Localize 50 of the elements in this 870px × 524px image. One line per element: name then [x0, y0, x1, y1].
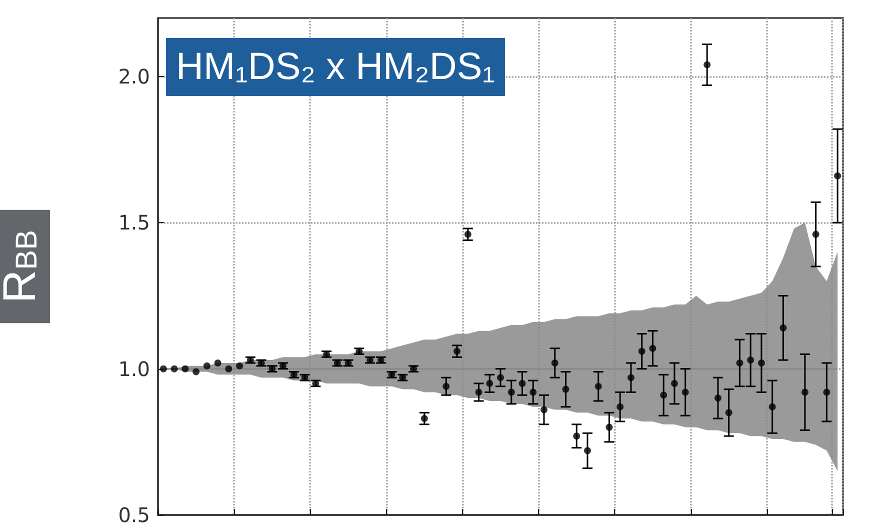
point [704, 61, 711, 68]
point [540, 406, 548, 414]
text: HM₁DS₂ x HM₂DS₁ [176, 46, 496, 88]
point [670, 380, 678, 387]
y-tick-label: 1.5 [118, 210, 150, 235]
point [660, 392, 668, 399]
y-tick-label: 1.0 [118, 356, 150, 381]
point [214, 359, 222, 366]
point [497, 374, 504, 382]
point [170, 365, 178, 372]
point [638, 348, 646, 355]
point [225, 365, 232, 372]
point [714, 394, 722, 402]
point [594, 382, 602, 390]
point [606, 424, 613, 431]
point [508, 388, 515, 396]
point [649, 344, 656, 352]
point [758, 359, 765, 366]
point [562, 386, 570, 393]
y-tick-label: 0.5 [118, 503, 150, 524]
y-axis-title: RBB [0, 230, 45, 304]
point [454, 348, 461, 355]
point [530, 388, 537, 396]
point [780, 324, 787, 332]
point [736, 359, 744, 366]
point [420, 415, 428, 422]
point [584, 447, 591, 454]
point [573, 432, 580, 440]
point [182, 365, 189, 372]
point [236, 362, 244, 370]
point [442, 382, 450, 390]
point [464, 230, 472, 238]
point [551, 359, 558, 366]
y-tick-label: 2.0 [118, 64, 150, 88]
point [486, 380, 494, 387]
point [682, 388, 689, 396]
point [475, 388, 482, 396]
point [823, 388, 830, 396]
point [834, 172, 842, 180]
point [627, 374, 634, 382]
point [768, 403, 776, 410]
point [812, 230, 820, 238]
point [801, 388, 808, 396]
point [518, 380, 526, 387]
point [160, 365, 167, 372]
point [747, 356, 754, 364]
point [616, 403, 624, 410]
point [725, 409, 732, 416]
point [203, 362, 210, 370]
point [192, 368, 200, 376]
